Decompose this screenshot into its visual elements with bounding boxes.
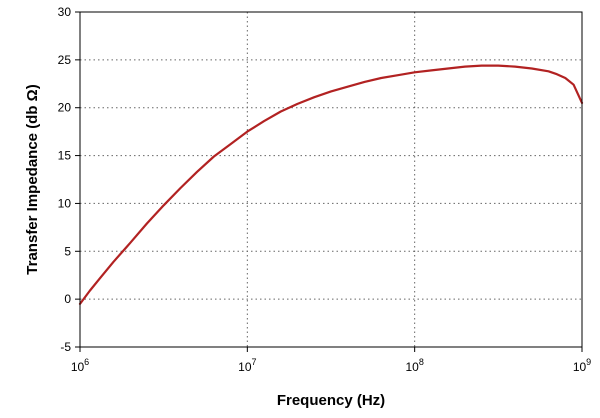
y-tick-label: 20 <box>58 101 72 115</box>
x-axis-title: Frequency (Hz) <box>277 392 385 409</box>
series-layer <box>78 64 584 305</box>
series-line <box>78 64 584 305</box>
x-tick-exponent: 6 <box>84 357 89 367</box>
y-tick-label: 15 <box>58 149 72 163</box>
y-axis-title: Transfer Impedance (db Ω) <box>24 84 41 274</box>
x-tick-label: 106 <box>71 357 89 374</box>
y-tick-label: 30 <box>58 5 72 19</box>
y-tick-label: 10 <box>58 196 72 210</box>
x-tick-base: 10 <box>573 360 587 374</box>
x-tick-exponent: 7 <box>252 357 257 367</box>
y-tick-label: -5 <box>60 340 71 354</box>
y-tick-label: 0 <box>64 292 71 306</box>
plot-frame <box>79 11 583 348</box>
y-tick-label: 25 <box>58 53 72 67</box>
x-tick-label: 108 <box>405 357 423 374</box>
y-tick-label: 5 <box>64 244 71 258</box>
grid-layer <box>80 12 582 347</box>
x-tick-exponent: 9 <box>586 357 591 367</box>
x-tick-label: 107 <box>238 357 256 374</box>
x-tick-exponent: 8 <box>419 357 424 367</box>
x-tick-base: 10 <box>238 360 252 374</box>
x-tick-label: 109 <box>573 357 591 374</box>
x-tick-base: 10 <box>71 360 85 374</box>
x-tick-base: 10 <box>405 360 419 374</box>
